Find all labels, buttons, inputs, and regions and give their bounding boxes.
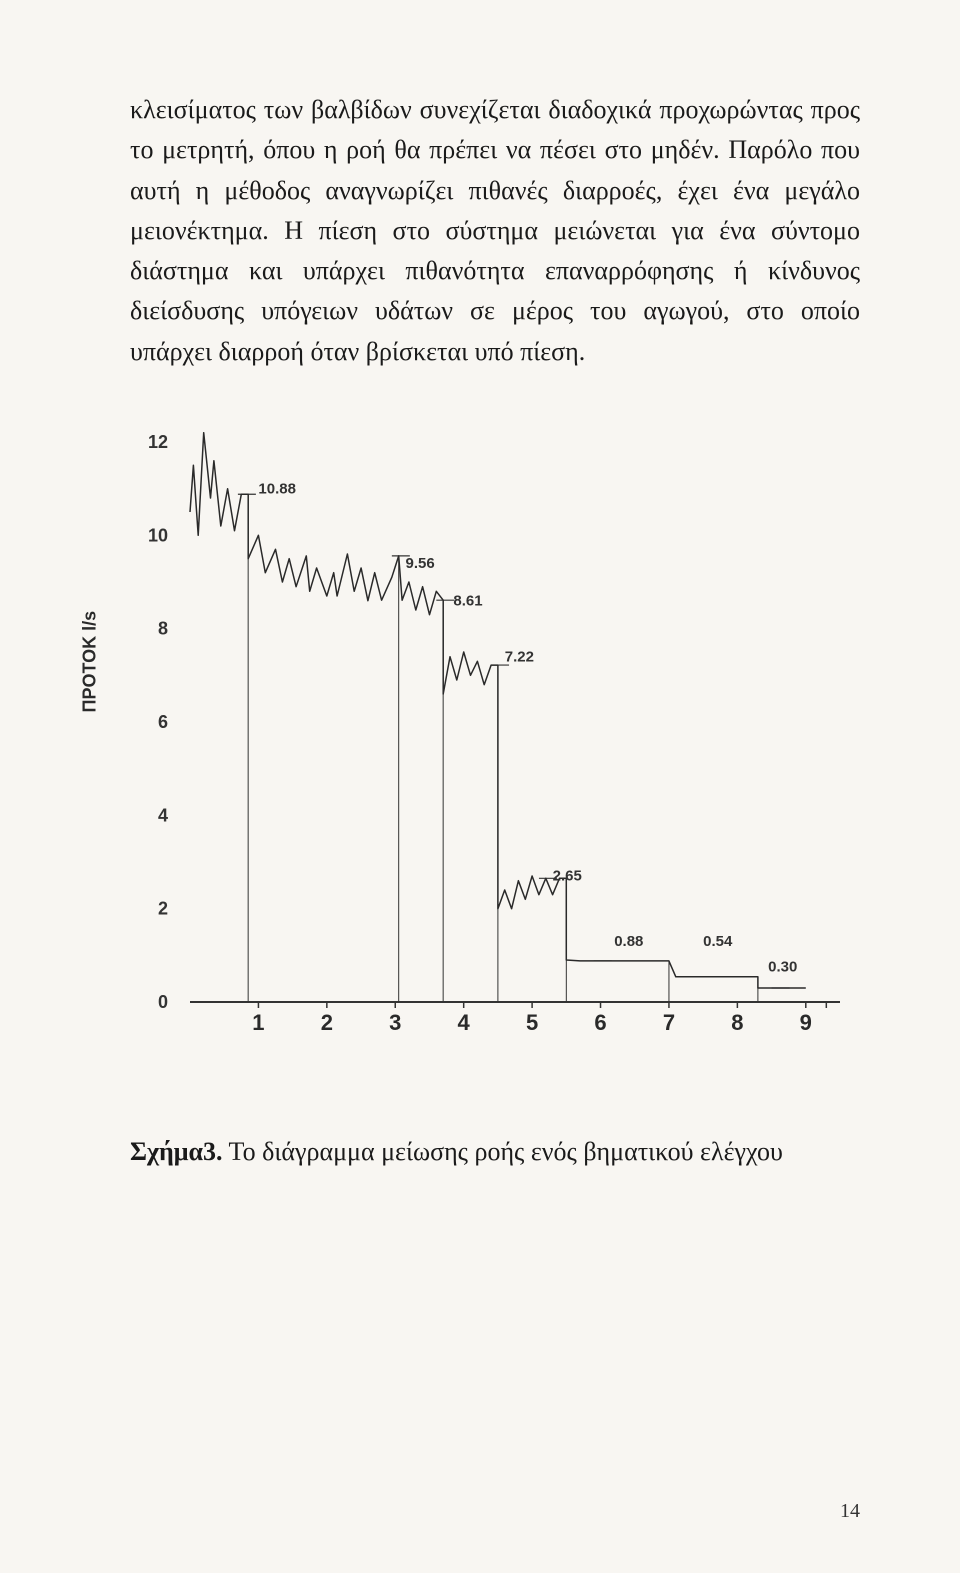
svg-text:10: 10 <box>148 525 168 545</box>
figure-caption: Σχήμα3. Το διάγραμμα μείωσης ροής ενός β… <box>130 1132 860 1171</box>
svg-text:0.54: 0.54 <box>703 933 733 950</box>
svg-text:12: 12 <box>148 432 168 452</box>
svg-text:4: 4 <box>458 1010 471 1035</box>
svg-text:7: 7 <box>663 1010 675 1035</box>
svg-text:0: 0 <box>158 992 168 1012</box>
svg-text:5: 5 <box>526 1010 538 1035</box>
svg-text:0.88: 0.88 <box>614 933 643 950</box>
svg-text:8: 8 <box>731 1010 743 1035</box>
svg-text:1: 1 <box>252 1010 264 1035</box>
y-axis-label: ΠΡΟΤΟΚ l/s <box>80 611 101 713</box>
body-paragraph: κλεισίματος των βαλβίδων συνεχίζεται δια… <box>130 90 860 372</box>
svg-text:8: 8 <box>158 619 168 639</box>
svg-text:6: 6 <box>158 712 168 732</box>
svg-text:9.56: 9.56 <box>406 555 435 572</box>
chart-svg: 12108642012345678910.889.568.617.222.650… <box>120 432 850 1052</box>
svg-text:4: 4 <box>158 805 168 825</box>
svg-text:9: 9 <box>800 1010 812 1035</box>
svg-text:2: 2 <box>321 1010 333 1035</box>
caption-text: Το διάγραμμα μείωσης ροής ενός βηματικού… <box>223 1137 783 1166</box>
svg-text:0.30: 0.30 <box>768 959 797 976</box>
page-number: 14 <box>840 1500 860 1523</box>
svg-text:10.88: 10.88 <box>258 480 296 497</box>
svg-text:7.22: 7.22 <box>505 648 534 665</box>
svg-text:3: 3 <box>389 1010 401 1035</box>
svg-text:2: 2 <box>158 899 168 919</box>
svg-text:2.65: 2.65 <box>553 868 582 885</box>
svg-text:8.61: 8.61 <box>453 592 482 609</box>
flow-reduction-chart: ΠΡΟΤΟΚ l/s 12108642012345678910.889.568.… <box>120 432 850 1052</box>
svg-text:6: 6 <box>594 1010 606 1035</box>
caption-label: Σχήμα3. <box>130 1137 223 1166</box>
